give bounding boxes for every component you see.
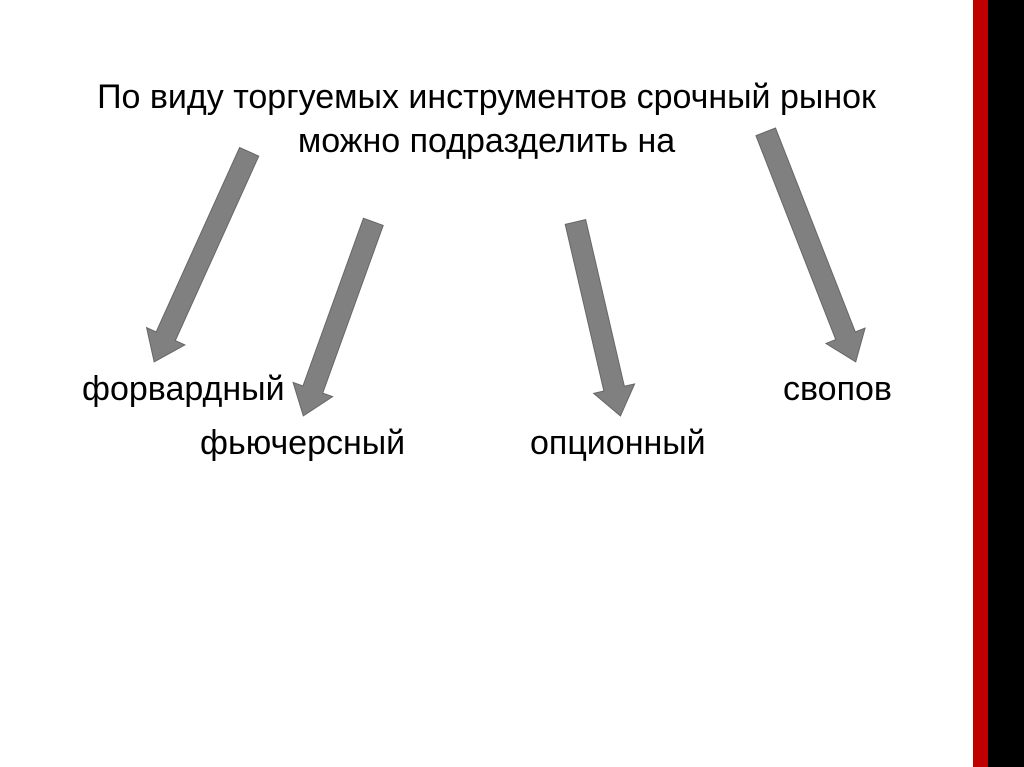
branch-label-2: фьючерсный <box>200 424 405 463</box>
branch-label-1: форвардный <box>82 370 285 409</box>
branch-label-4: свопов <box>783 370 892 409</box>
content-area: По виду торгуемых инструментов срочный р… <box>0 0 973 767</box>
accent-bar-black <box>988 0 1024 767</box>
accent-bar-red <box>973 0 988 767</box>
branch-label-3: опционный <box>530 424 706 463</box>
